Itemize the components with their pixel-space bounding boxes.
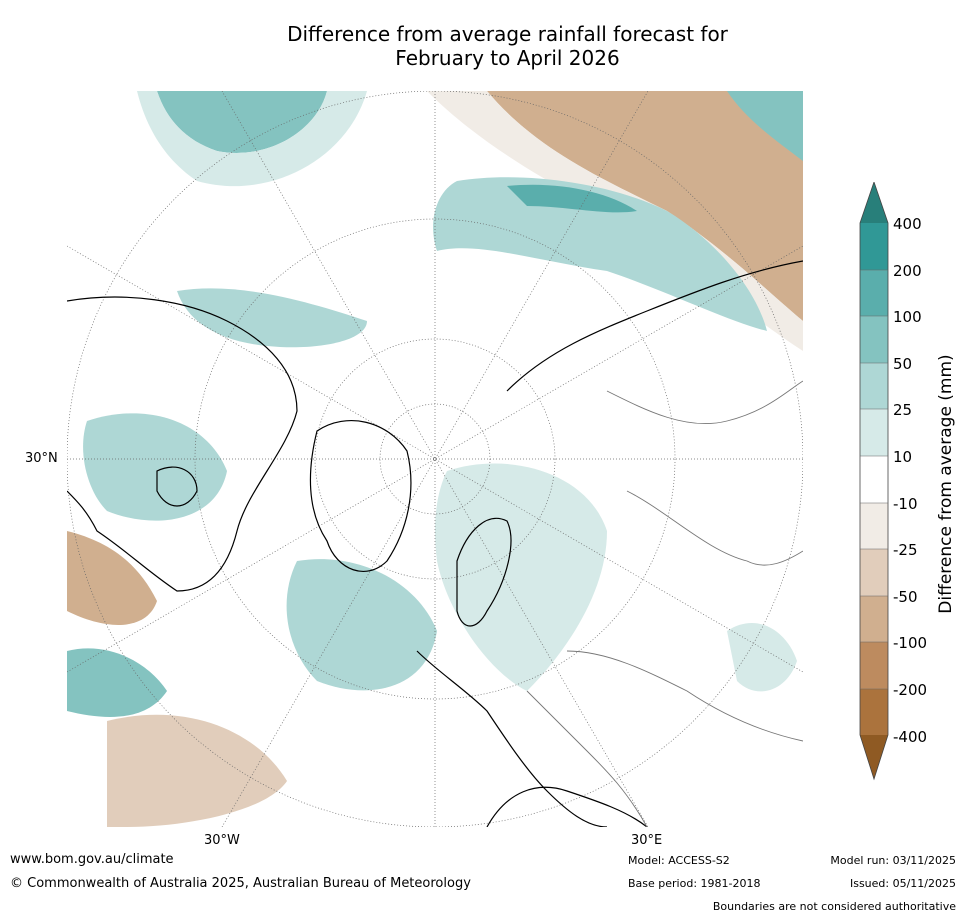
parallel-50n <box>194 218 676 700</box>
anomaly-wet-siberia-core <box>507 184 637 213</box>
colorbar-bin-10-25 <box>860 409 888 456</box>
anomaly-dry-atlantic <box>107 714 287 827</box>
anomaly-wet-atlantic <box>286 559 437 691</box>
eurasia-arctic-coast <box>506 260 803 392</box>
colorbar-bin-neutral <box>860 456 888 503</box>
anomaly-shading <box>67 91 803 827</box>
colorbar-bin-m200-m400 <box>860 689 888 735</box>
lat-label-30n: 30°N <box>25 451 58 466</box>
colorbar-bin-m50-m100 <box>860 596 888 642</box>
colorbar-tick: 100 <box>893 308 922 326</box>
colorbar-bin-m25-m50 <box>860 549 888 596</box>
colorbar-tick: -200 <box>893 681 928 699</box>
scandinavia-coast <box>456 517 512 627</box>
rainfall-map <box>67 91 803 827</box>
africa-coast <box>486 786 648 827</box>
lon-label-30e: 30°E <box>631 833 663 848</box>
colorbar-tick: -400 <box>893 728 928 746</box>
colorbar-bottom-triangle <box>860 735 888 779</box>
base-period-text: Base period: 1981-2018 <box>628 877 761 890</box>
graticule <box>67 91 803 827</box>
hudson-bay <box>156 466 198 507</box>
title-line-2: February to April 2026 <box>395 46 620 70</box>
chart-title: Difference from average rainfall forecas… <box>200 22 815 70</box>
colorbar-tick: -100 <box>893 634 928 652</box>
map-svg <box>67 91 803 827</box>
model-text: Model: ACCESS-S2 <box>628 854 730 867</box>
colorbar-tick: 25 <box>893 401 913 419</box>
issued-text: Issued: 05/11/2025 <box>849 877 956 890</box>
colorbar-bin-25-50 <box>860 363 888 409</box>
anomaly-wet-europe <box>435 463 607 691</box>
coastlines <box>67 260 803 827</box>
colorbar-bin-m10-m25 <box>860 503 888 549</box>
meridian-60 <box>67 245 803 673</box>
greenland-coast <box>309 420 412 572</box>
colorbar-title: Difference from average (mm) <box>936 354 956 614</box>
colorbar-tick: 400 <box>893 215 922 233</box>
colorbar-outline <box>859 182 889 781</box>
colorbar-bin-100-200 <box>860 270 888 316</box>
meridian-30 <box>221 91 649 827</box>
parallel-70n <box>314 338 556 580</box>
anomaly-wet-canada <box>83 413 227 521</box>
title-line-1: Difference from average rainfall forecas… <box>287 22 728 46</box>
border-3 <box>566 650 803 742</box>
anomaly-wet-nw <box>157 91 327 153</box>
north-america-coast <box>67 296 298 592</box>
meridian-120 <box>67 245 803 673</box>
colorbar-tick: -10 <box>893 495 918 513</box>
copyright-text: © Commonwealth of Australia 2025, Austra… <box>10 876 471 891</box>
colorbar-tick: -50 <box>893 588 918 606</box>
anomaly-wet-pacific-east <box>67 648 167 717</box>
europe-coast <box>416 650 608 827</box>
colorbar-dividers <box>860 269 888 690</box>
anomaly-wet-alaska <box>177 288 367 348</box>
anomaly-wet-ne <box>727 91 803 161</box>
disclaimer-text: Boundaries are not considered authoritat… <box>712 900 956 913</box>
colorbar-tick: -25 <box>893 541 918 559</box>
anomaly-dry-pacific-edge <box>427 91 803 351</box>
border-1 <box>606 380 803 425</box>
website-link[interactable]: www.bom.gov.au/climate <box>10 852 174 867</box>
anomaly-dry-pacific <box>487 91 803 321</box>
colorbar <box>859 182 889 781</box>
model-run-text: Model run: 03/11/2025 <box>830 854 956 867</box>
meridian-150 <box>221 91 649 827</box>
border-2 <box>626 490 803 566</box>
colorbar-bin-50-100 <box>860 316 888 363</box>
country-borders <box>526 380 803 827</box>
anomaly-wet-india <box>727 622 797 692</box>
lon-label-30w: 30°W <box>204 833 240 848</box>
colorbar-top-triangle <box>860 182 888 223</box>
border-4 <box>526 690 648 827</box>
anomaly-dry-pacific-east <box>67 531 157 625</box>
anomaly-wet-nw-edge <box>137 91 367 187</box>
colorbar-bin-200-400 <box>860 223 888 270</box>
anomaly-wet-siberia <box>433 177 767 331</box>
colorbar-tick: 50 <box>893 355 913 373</box>
colorbar-tick: 10 <box>893 448 913 466</box>
colorbar-bin-m100-m200 <box>860 642 888 689</box>
colorbar-tick: 200 <box>893 262 922 280</box>
